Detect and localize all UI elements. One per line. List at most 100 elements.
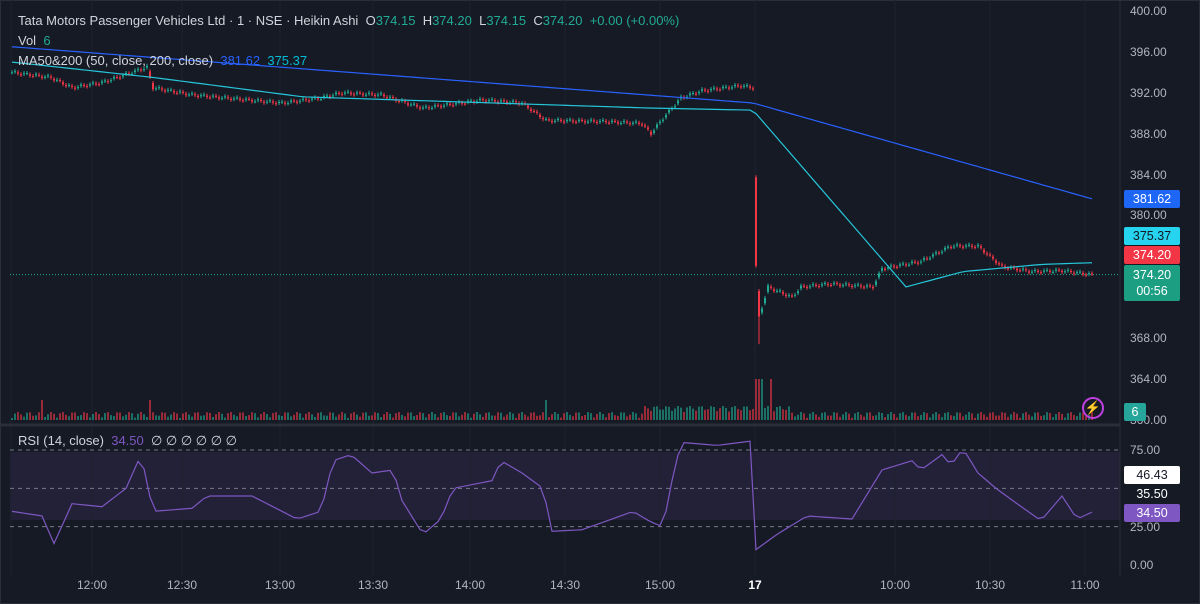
candle-body: [842, 285, 844, 287]
candle-body: [350, 92, 352, 94]
volume-legend[interactable]: Vol 6: [18, 33, 51, 48]
volume-bar: [497, 412, 499, 420]
volume-bar: [680, 407, 682, 420]
candle-body: [185, 93, 187, 96]
volume-bar: [1061, 413, 1063, 420]
volume-bar: [233, 414, 235, 420]
volume-bar: [467, 413, 469, 420]
volume-bar: [836, 412, 838, 420]
candle-body: [416, 105, 418, 107]
candle-body: [815, 284, 817, 286]
candle-body: [599, 121, 601, 123]
volume-bar: [479, 414, 481, 420]
rsi-label: RSI (14, close): [18, 433, 104, 448]
candle-body: [728, 87, 730, 89]
volume-bar: [566, 412, 568, 420]
candle-body: [170, 89, 172, 91]
candle-body: [980, 246, 982, 248]
volume-bar: [599, 412, 601, 420]
volume-bar: [557, 413, 559, 420]
volume-bar: [1064, 417, 1066, 420]
candle-body: [83, 85, 85, 87]
volume-bar: [344, 413, 346, 420]
candle-body: [569, 119, 571, 121]
volume-bar: [140, 412, 142, 420]
volume-bar: [1055, 414, 1057, 420]
volume-bar: [671, 410, 673, 420]
candle-body: [335, 92, 337, 95]
volume-bar: [758, 379, 760, 420]
candle-body: [275, 103, 277, 105]
candle-body: [887, 267, 889, 269]
volume-bar: [1043, 415, 1045, 420]
volume-bar: [902, 412, 904, 420]
ma50-line: [11, 61, 1093, 288]
candle-body: [674, 106, 676, 108]
ma200-price-tag: 381.62: [1124, 190, 1180, 208]
candle-body: [605, 121, 607, 123]
volume-bar: [632, 412, 634, 420]
candle-body: [884, 268, 886, 270]
volume-bar: [83, 412, 85, 420]
volume-bar: [824, 412, 826, 420]
candle-body: [59, 80, 61, 82]
volume-bar: [368, 415, 370, 420]
volume-bar: [800, 412, 802, 420]
candle-body: [818, 286, 820, 288]
candle-body: [557, 119, 559, 121]
volume-bar: [461, 414, 463, 420]
candle-body: [1067, 269, 1069, 271]
volume-bar: [833, 412, 835, 420]
candle-body: [767, 285, 769, 292]
volume-bar: [578, 412, 580, 420]
rsi-legend[interactable]: RSI (14, close) 34.50 ∅ ∅ ∅ ∅ ∅ ∅: [18, 433, 237, 449]
candle-body: [398, 101, 400, 103]
volume-bar: [170, 414, 172, 420]
candle-body: [71, 85, 73, 87]
volume-bar: [920, 414, 922, 420]
candle-body: [341, 93, 343, 95]
candle-body: [587, 121, 589, 123]
volume-bar: [701, 406, 703, 420]
lightning-icon[interactable]: ⚡: [1082, 397, 1104, 419]
volume-bar: [908, 416, 910, 420]
candle-body: [14, 71, 16, 73]
volume-bar: [269, 417, 271, 420]
candle-body: [914, 261, 916, 263]
candle-body: [629, 123, 631, 125]
volume-bar: [68, 416, 70, 420]
volume-bar: [164, 412, 166, 420]
change-value: +0.00 (+0.00%): [589, 13, 680, 28]
price-axis-label: 368.00: [1130, 331, 1167, 346]
volume-bar: [95, 412, 97, 420]
volume-bar: [767, 406, 769, 420]
candle-body: [20, 74, 22, 76]
volume-bar: [986, 416, 988, 420]
candle-body: [974, 247, 976, 249]
candle-body: [926, 258, 928, 260]
volume-bar: [221, 413, 223, 420]
candle-body: [722, 86, 724, 89]
candle-body: [959, 245, 961, 247]
volume-bar: [752, 408, 754, 420]
candle-body: [257, 99, 259, 101]
volume-bar: [212, 417, 214, 420]
volume-bar: [896, 417, 898, 420]
candle-body: [860, 285, 862, 287]
candle-body: [179, 91, 181, 93]
volume-bar: [563, 413, 565, 420]
candle-body: [743, 85, 745, 87]
volume-bar: [821, 412, 823, 420]
symbol-legend[interactable]: Tata Motors Passenger Vehicles Ltd · 1 ·…: [18, 13, 679, 28]
candle-body: [746, 85, 748, 87]
ma-legend[interactable]: MA50&200 (50, close, 200, close) 381.62 …: [18, 53, 307, 68]
volume-bar: [815, 414, 817, 420]
volume-bar: [320, 412, 322, 420]
volume-bar: [77, 416, 79, 420]
candle-body: [374, 95, 376, 97]
candle-body: [410, 104, 412, 106]
candle-body: [35, 74, 37, 76]
candle-body: [740, 86, 742, 88]
volume-bar: [92, 413, 94, 420]
